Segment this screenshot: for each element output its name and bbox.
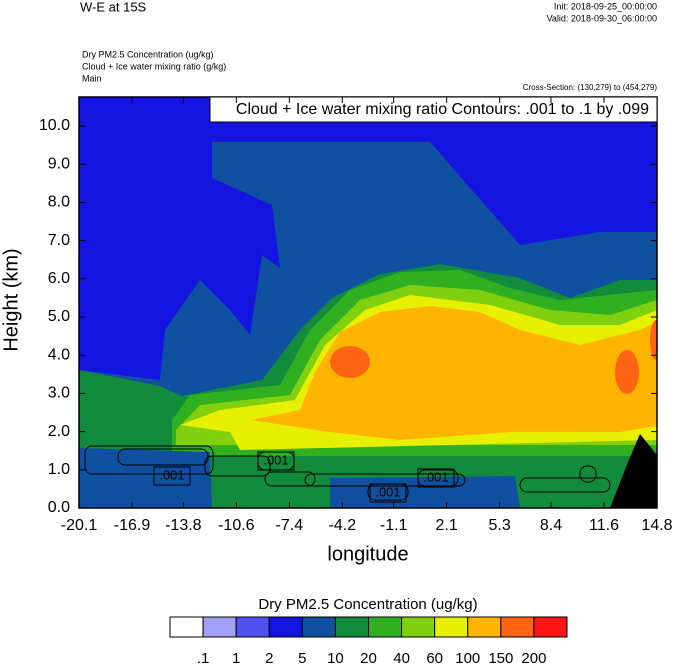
colorbar-label: 60 xyxy=(426,650,443,667)
field-label: Cloud + Ice water mixing ratio (g/kg) xyxy=(82,61,226,71)
x-tick-label: -1.1 xyxy=(380,517,408,534)
cloud-contour xyxy=(519,477,611,493)
y-axis-label: Height (km) xyxy=(0,248,22,351)
contour-label-box xyxy=(153,466,191,486)
colorbar-label: 10 xyxy=(327,650,344,667)
contour-fill xyxy=(615,350,639,394)
colorbar-label: 20 xyxy=(360,650,377,667)
contour-fills: .001 .001 .001 .001 xyxy=(79,97,657,508)
contour-label: .001 xyxy=(375,484,400,499)
colorbar-box xyxy=(334,616,369,638)
contour-fill xyxy=(330,346,370,378)
colorbar-label: .1 xyxy=(197,650,210,667)
y-tick-label: 6.0 xyxy=(48,270,70,287)
cloud-contour xyxy=(264,471,316,487)
colorbar-label: 1 xyxy=(232,650,240,667)
field-label: Main xyxy=(82,73,102,83)
cross-section: Cross-Section: (130,279) to (454,279) xyxy=(523,83,658,92)
x-tick-label: -13.8 xyxy=(165,517,202,534)
colorbar-box xyxy=(401,616,436,638)
y-tick-label: 2.0 xyxy=(48,423,70,440)
y-tick-label: 3.0 xyxy=(48,385,70,402)
colorbar-box xyxy=(202,616,237,638)
y-tick-label: 10.0 xyxy=(39,117,70,134)
x-tick-label: -20.1 xyxy=(61,517,98,534)
colorbar-title: Dry PM2.5 Concentration (ug/kg) xyxy=(258,596,477,613)
contour-fill xyxy=(650,320,657,360)
y-tick-label: 1.0 xyxy=(48,461,70,478)
x-tick-label: 8.4 xyxy=(540,517,562,534)
cloud-contour xyxy=(304,473,466,487)
colorbar-label: 40 xyxy=(393,650,410,667)
contour-label-box xyxy=(369,483,407,503)
x-tick-label: -16.9 xyxy=(114,517,151,534)
x-tick-label: 14.8 xyxy=(641,517,672,534)
cloud-contour xyxy=(204,455,271,477)
y-tick-label: 5.0 xyxy=(48,308,70,325)
valid-time: Valid: 2018-09-30_06:00:00 xyxy=(547,13,657,23)
y-tick-label: 7.0 xyxy=(48,232,70,249)
x-tick-label: 2.1 xyxy=(436,517,458,534)
x-tick-label: 5.3 xyxy=(489,517,511,534)
contour-fill xyxy=(610,434,657,508)
colorbar-label: 2 xyxy=(265,650,273,667)
init-time: Init: 2018-09-25_00:00:00 xyxy=(554,1,657,11)
contour-label: .001 xyxy=(263,452,288,467)
contour-label-box xyxy=(417,468,455,488)
colorbar-box xyxy=(169,616,204,638)
colorbar-label: 200 xyxy=(521,650,546,667)
x-tick-label: 11.6 xyxy=(589,517,619,534)
contour-label: .001 xyxy=(423,469,448,484)
y-tick-label: 0.0 xyxy=(48,499,70,516)
colorbar-box xyxy=(434,616,469,638)
info-box xyxy=(209,96,658,123)
contour-fill xyxy=(79,448,212,508)
contour-fill xyxy=(250,306,657,440)
cloud-contour xyxy=(579,465,597,483)
x-tick-label: -4.2 xyxy=(329,517,357,534)
colorbar-label: 150 xyxy=(488,650,513,667)
chart-title: W-E at 15S xyxy=(80,0,147,14)
x-tick-label: -7.4 xyxy=(276,517,304,534)
y-tick-label: 4.0 xyxy=(48,346,70,363)
cloud-contour xyxy=(84,445,214,475)
colorbar-box xyxy=(268,616,303,638)
colorbar-box xyxy=(368,616,403,638)
y-tick-label: 9.0 xyxy=(48,155,70,172)
colorbar-label: 5 xyxy=(298,650,306,667)
colorbar-box xyxy=(301,616,336,638)
contour-label-box xyxy=(257,451,295,471)
colorbar-box xyxy=(533,616,568,638)
field-label: Dry PM2.5 Concentration (ug/kg) xyxy=(82,49,214,59)
contour-label: .001 xyxy=(159,467,184,482)
colorbar-label: 100 xyxy=(455,650,480,667)
y-tick-label: 8.0 xyxy=(48,194,70,211)
contour-info: Cloud + Ice water mixing ratio Contours:… xyxy=(236,101,649,118)
x-axis-label: longitude xyxy=(327,543,408,565)
colorbar-box xyxy=(500,616,535,638)
colorbar-box xyxy=(467,616,502,638)
colorbar-box xyxy=(235,616,270,638)
x-tick-label: -10.6 xyxy=(218,517,255,534)
